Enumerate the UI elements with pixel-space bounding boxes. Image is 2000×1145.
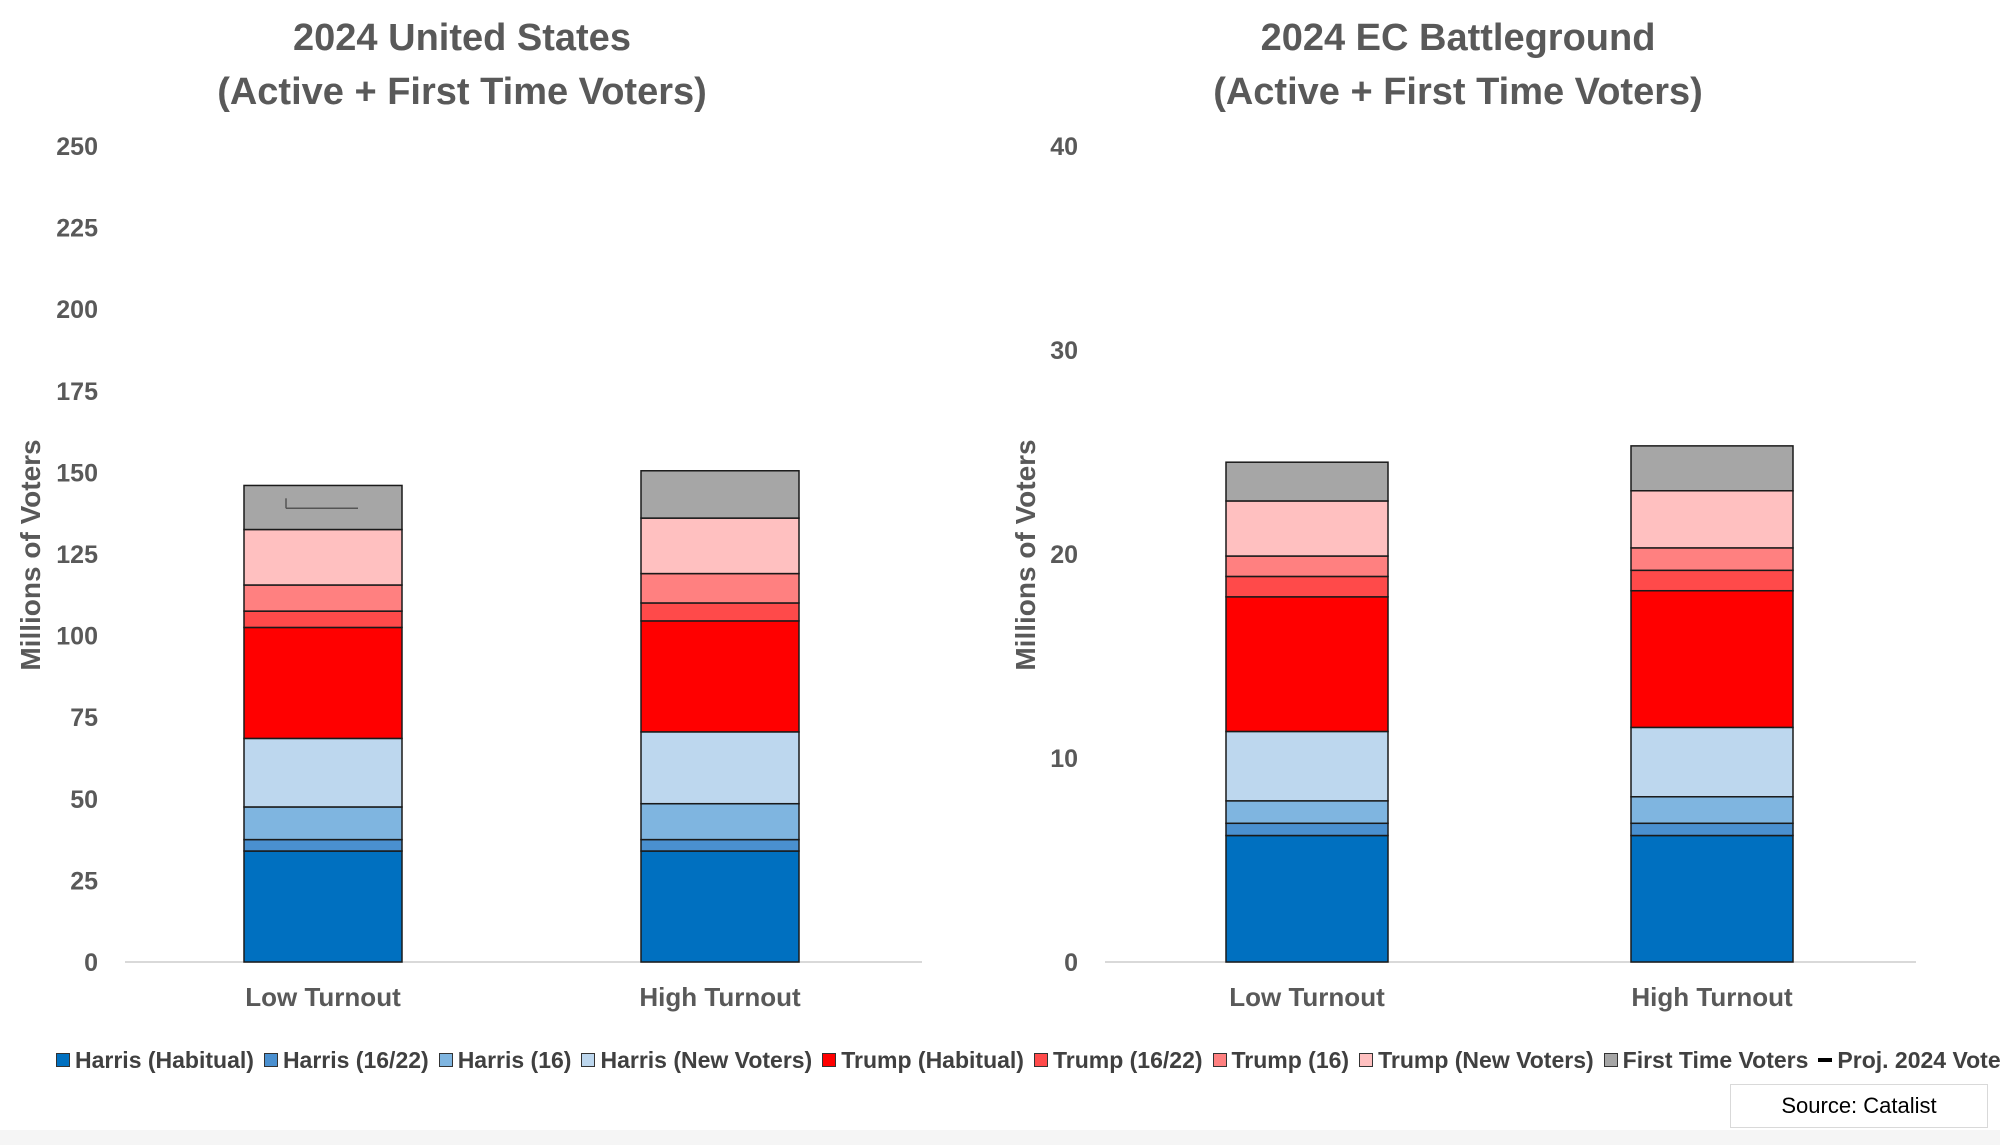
bar-segment <box>641 732 799 804</box>
chart-panel-2: 2024 EC Battleground (Active + First Time… <box>1010 17 1916 1012</box>
legend-swatch <box>1213 1053 1227 1067</box>
bar-segment <box>641 603 799 621</box>
y-tick-label: 25 <box>70 867 98 895</box>
bar-segment <box>1226 731 1388 800</box>
source-note: Source: Catalist <box>1730 1084 1988 1128</box>
bar-segment <box>244 851 402 962</box>
y-tick-label: 100 <box>56 623 98 651</box>
bar-segment <box>1631 836 1793 962</box>
legend-swatch <box>1818 1058 1832 1062</box>
legend-label: Trump (Habitual) <box>841 1047 1024 1074</box>
bar-segment <box>1226 462 1388 501</box>
legend-item: Harris (16/22) <box>264 1047 429 1074</box>
footer-shade <box>0 1130 2000 1145</box>
y-tick-label: 0 <box>1064 949 1078 977</box>
legend-item: Harris (Habitual) <box>56 1047 254 1074</box>
bar-segment <box>1631 548 1793 570</box>
legend-label: Trump (16) <box>1232 1047 1350 1074</box>
bar-segment <box>1631 727 1793 796</box>
y-tick-label: 150 <box>56 459 98 487</box>
chart-title: 2024 United States <box>293 17 631 59</box>
legend-item: First Time Voters <box>1604 1047 1809 1074</box>
bar-segment <box>641 574 799 603</box>
y-tick-label: 30 <box>1050 337 1078 365</box>
y-tick-label: 175 <box>56 378 98 406</box>
legend-label: Harris (New Voters) <box>600 1047 812 1074</box>
bar-segment <box>1226 801 1388 823</box>
legend-item: Trump (16) <box>1213 1047 1350 1074</box>
legend-swatch <box>439 1053 453 1067</box>
bar-segment <box>1631 491 1793 548</box>
legend-label: Proj. 2024 Vote <box>1837 1047 2000 1074</box>
legend-swatch <box>264 1053 278 1067</box>
bar-segment <box>1631 570 1793 590</box>
chart-subtitle: (Active + First Time Voters) <box>217 71 707 113</box>
bar-segment <box>1226 556 1388 576</box>
y-tick-label: 10 <box>1050 745 1078 773</box>
bar-segment <box>641 518 799 573</box>
legend-label: Trump (16/22) <box>1053 1047 1203 1074</box>
legend-item: Trump (New Voters) <box>1359 1047 1594 1074</box>
chart-panel-1: 2024 United States (Active + First Time V… <box>15 17 922 1012</box>
legend-label: First Time Voters <box>1623 1047 1809 1074</box>
y-tick-label: 200 <box>56 296 98 324</box>
bar-segment <box>1631 446 1793 491</box>
bar-segment <box>244 840 402 851</box>
legend-swatch <box>822 1053 836 1067</box>
x-category-label: High Turnout <box>639 982 801 1012</box>
bar-segment <box>641 621 799 732</box>
legend-swatch <box>1359 1053 1373 1067</box>
bar-segment <box>1226 576 1388 596</box>
bar-segment <box>244 530 402 585</box>
chart-canvas: 2024 United States (Active + First Time V… <box>0 0 2000 1145</box>
legend-label: Harris (16/22) <box>283 1047 429 1074</box>
y-tick-label: 50 <box>70 786 98 814</box>
bar-segment <box>244 738 402 807</box>
bar-segment <box>1631 823 1793 835</box>
legend-swatch <box>1034 1053 1048 1067</box>
bar-segment <box>641 471 799 518</box>
chart-title: 2024 EC Battleground <box>1261 17 1656 59</box>
bar-segment <box>1226 836 1388 962</box>
legend-swatch <box>56 1053 70 1067</box>
legend-swatch <box>1604 1053 1618 1067</box>
bar-segment <box>641 851 799 962</box>
y-tick-label: 250 <box>56 133 98 161</box>
chart-legend: Harris (Habitual) Harris (16/22) Harris (1… <box>56 1042 1976 1078</box>
y-axis-label: Millions of Voters <box>1010 439 1041 670</box>
bar-segment <box>244 807 402 840</box>
legend-item: Proj. 2024 Vote <box>1818 1047 2000 1074</box>
legend-label: Harris (Habitual) <box>75 1047 254 1074</box>
bar-segment <box>244 611 402 627</box>
x-category-label: Low Turnout <box>1229 982 1385 1012</box>
y-tick-label: 0 <box>84 949 98 977</box>
bar-segment <box>1631 797 1793 824</box>
bar-segment <box>1226 823 1388 835</box>
bar-segment <box>244 627 402 738</box>
x-category-label: Low Turnout <box>245 982 401 1012</box>
y-tick-label: 125 <box>56 541 98 569</box>
y-tick-label: 20 <box>1050 541 1078 569</box>
y-tick-label: 75 <box>70 704 98 732</box>
legend-label: Harris (16) <box>458 1047 572 1074</box>
legend-swatch <box>581 1053 595 1067</box>
bar-segment <box>1226 597 1388 732</box>
y-tick-label: 225 <box>56 215 98 243</box>
bar-segment <box>641 804 799 840</box>
legend-item: Trump (16/22) <box>1034 1047 1203 1074</box>
legend-label: Trump (New Voters) <box>1378 1047 1594 1074</box>
y-tick-label: 40 <box>1050 133 1078 161</box>
bar-segment <box>244 585 402 611</box>
x-category-label: High Turnout <box>1631 982 1793 1012</box>
legend-item: Harris (16) <box>439 1047 572 1074</box>
legend-item: Trump (Habitual) <box>822 1047 1024 1074</box>
chart-subtitle: (Active + First Time Voters) <box>1213 71 1703 113</box>
y-axis-label: Millions of Voters <box>15 439 46 670</box>
bar-segment <box>1631 591 1793 728</box>
legend-item: Harris (New Voters) <box>581 1047 812 1074</box>
bar-segment <box>641 840 799 851</box>
bar-segment <box>1226 501 1388 556</box>
bar-segment <box>244 485 402 529</box>
